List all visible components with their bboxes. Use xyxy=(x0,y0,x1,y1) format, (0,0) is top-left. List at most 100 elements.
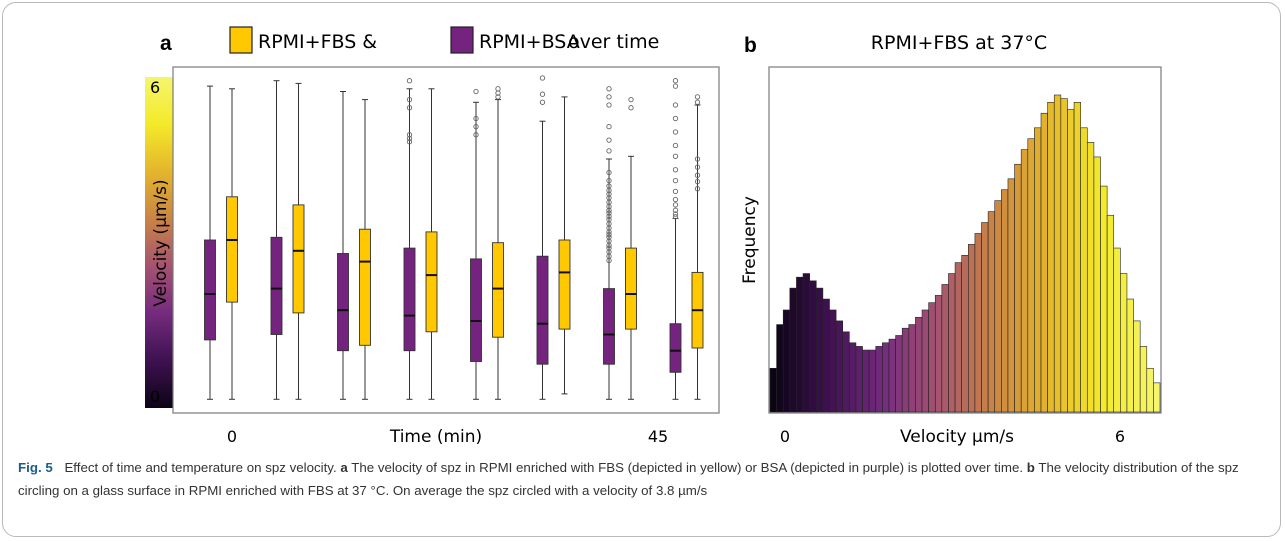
box-bsa-3-outlier-0 xyxy=(406,78,413,84)
histogram-bar-14 xyxy=(862,349,870,413)
caption-part-b-label: b xyxy=(1026,460,1035,475)
histogram-bar-3 xyxy=(789,287,797,413)
colorbar xyxy=(145,77,173,408)
histogram-bar-43 xyxy=(1053,94,1062,413)
histogram-bar-0 xyxy=(769,367,777,413)
box-fbs-2 xyxy=(359,228,371,346)
histogram-bar-4 xyxy=(796,276,804,413)
box-bsa-3-outlier-4 xyxy=(406,135,413,142)
box-fbs-0 xyxy=(226,196,238,303)
box-bsa-7-outlier-7 xyxy=(672,167,679,173)
histogram-bar-7 xyxy=(815,287,824,413)
histogram-bar-40 xyxy=(1034,127,1042,413)
box-bsa-6-outlier-25 xyxy=(606,245,612,251)
histogram-bar-38 xyxy=(1020,149,1029,413)
histogram-bar-2 xyxy=(782,309,791,413)
box-fbs-6 xyxy=(625,247,637,330)
histogram-bar-50 xyxy=(1100,185,1108,413)
box-bsa-1 xyxy=(270,236,283,335)
box-fbs-4-outlier-1 xyxy=(495,90,501,96)
histogram-bar-17 xyxy=(882,342,890,413)
box-bsa-6-outlier-28 xyxy=(606,257,612,264)
histogram-bar-12 xyxy=(849,342,857,413)
histogram-layer xyxy=(769,94,1161,413)
box-fbs-6-outlier-0 xyxy=(628,96,634,103)
box-bsa-7-outlier-6 xyxy=(672,153,679,159)
histogram-bar-56 xyxy=(1139,346,1148,413)
histogram-bar-19 xyxy=(895,335,903,413)
histogram-bar-28 xyxy=(954,262,962,413)
histogram-bar-48 xyxy=(1086,142,1095,413)
box-bsa-5-outlier-0 xyxy=(539,75,546,81)
box-bsa-6-outlier-9 xyxy=(606,187,612,193)
legend-swatch-bsa xyxy=(450,26,474,54)
panel-b-x-tick-start: 0 xyxy=(780,427,790,446)
histogram-bar-46 xyxy=(1073,101,1081,413)
box-fbs-6-outlier-1 xyxy=(628,105,634,111)
histogram-bar-26 xyxy=(941,284,949,413)
histogram-bar-53 xyxy=(1120,273,1128,413)
box-bsa-6-outlier-14 xyxy=(606,207,612,213)
panel-a-y-axis-label: Velocity (µm/s) xyxy=(151,179,171,306)
box-bsa-6-outlier-15 xyxy=(606,210,612,216)
histogram-bar-36 xyxy=(1007,178,1015,413)
box-bsa-6-outlier-20 xyxy=(606,229,612,235)
histogram-bar-22 xyxy=(915,316,923,413)
box-bsa-3-outlier-3 xyxy=(406,132,413,138)
histogram-bar-15 xyxy=(868,349,877,413)
box-fbs-4 xyxy=(492,242,504,338)
histogram-bar-5 xyxy=(802,273,810,413)
legend-label-bsa: RPMI+BSA xyxy=(479,31,580,53)
figure-caption: Fig. 5 Effect of time and temperature on… xyxy=(18,457,1268,502)
panel-b-title: RPMI+FBS at 37°C xyxy=(871,32,1047,54)
panel-b-letter: b xyxy=(744,34,757,57)
panel-b-x-tick-end: 6 xyxy=(1115,427,1125,446)
histogram-bar-29 xyxy=(961,255,969,413)
box-bsa-7-outlier-13 xyxy=(672,211,679,217)
box-bsa-7-outlier-3 xyxy=(672,115,679,122)
caption-part-a-text: The velocity of spz in RPMI enriched wit… xyxy=(351,460,1024,475)
box-bsa-7-outlier-12 xyxy=(672,207,679,213)
figure-canvas: a RPMI+FBS & RPMI+BSA over time 6 0 Velo… xyxy=(145,26,1162,447)
histogram-bar-21 xyxy=(908,324,916,413)
colorbar-tick-max: 6 xyxy=(150,78,160,97)
histogram-bar-31 xyxy=(974,233,982,413)
box-fbs-3 xyxy=(425,231,438,333)
box-bsa-4-outlier-3 xyxy=(473,132,479,138)
caption-part-a-label: a xyxy=(340,460,348,475)
box-bsa-5-outlier-2 xyxy=(539,99,546,105)
histogram-bar-24 xyxy=(928,302,936,413)
histogram-bar-45 xyxy=(1067,109,1075,413)
panel-a-x-axis-label: Time (min) xyxy=(389,427,482,447)
box-fbs-7-outlier-5 xyxy=(694,179,701,185)
histogram-bar-11 xyxy=(842,331,850,413)
histogram-bar-52 xyxy=(1113,247,1121,413)
histogram-bar-25 xyxy=(934,295,943,413)
box-bsa-4-outlier-2 xyxy=(473,123,479,130)
histogram-bar-18 xyxy=(888,338,896,413)
box-bsa-7-outlier-9 xyxy=(672,188,679,195)
histogram-bar-9 xyxy=(829,309,837,413)
box-bsa-6-outlier-1 xyxy=(606,94,612,100)
panel-a-title: over time xyxy=(568,31,659,53)
histogram-bar-30 xyxy=(968,244,976,413)
box-bsa-5-outlier-1 xyxy=(539,91,546,97)
boxplot-layer xyxy=(204,75,704,400)
box-bsa-7-outlier-0 xyxy=(672,78,679,84)
histogram-bar-39 xyxy=(1027,138,1035,413)
histogram-bar-44 xyxy=(1060,98,1068,413)
histogram-bar-37 xyxy=(1014,163,1022,413)
box-bsa-6-outlier-19 xyxy=(606,225,612,231)
histogram-bar-20 xyxy=(901,327,910,413)
box-fbs-7-outlier-4 xyxy=(694,172,701,178)
box-bsa-7 xyxy=(669,323,682,373)
box-fbs-7-outlier-6 xyxy=(694,186,701,192)
histogram-bar-33 xyxy=(987,211,996,413)
box-fbs-7-outlier-0 xyxy=(694,94,701,100)
box-bsa-6-outlier-3 xyxy=(606,123,612,130)
histogram-bar-16 xyxy=(875,346,883,413)
box-bsa-2 xyxy=(337,253,349,352)
box-bsa-7-outlier-11 xyxy=(672,202,679,208)
box-bsa-7-outlier-5 xyxy=(672,142,679,149)
